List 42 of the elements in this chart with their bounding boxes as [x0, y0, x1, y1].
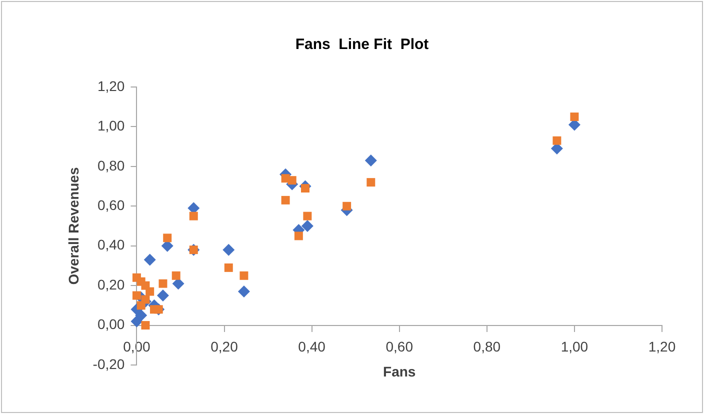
- point: [146, 287, 154, 296]
- point: [132, 291, 141, 300]
- y-tick-label: -0,20: [92, 356, 125, 372]
- y-tick-label: 0,80: [97, 157, 125, 174]
- x-axis-title: Fans: [383, 363, 416, 380]
- point: [172, 271, 180, 280]
- point: [301, 184, 310, 193]
- point: [301, 220, 314, 232]
- y-tick-label: 1,20: [97, 78, 125, 94]
- y-tick-label: 0,40: [97, 236, 125, 253]
- point: [281, 196, 290, 204]
- y-tick-label: 0,60: [97, 197, 125, 213]
- point: [364, 154, 377, 166]
- x-tick-label: 1,00: [560, 338, 588, 355]
- x-tick-label: 0,40: [298, 338, 326, 355]
- y-tick-label: 1,00: [97, 118, 125, 134]
- point: [224, 263, 233, 272]
- point: [288, 176, 296, 185]
- point: [222, 244, 235, 256]
- x-tick-label: 0,60: [386, 338, 414, 355]
- point: [238, 286, 250, 298]
- point: [189, 212, 198, 220]
- point: [303, 212, 312, 220]
- point: [141, 321, 150, 330]
- point: [240, 271, 248, 280]
- x-tick-label: 0,80: [473, 338, 501, 355]
- point: [144, 254, 156, 266]
- y-tick-label: 0,00: [97, 316, 125, 332]
- y-tick-label: 0,20: [97, 276, 125, 292]
- point: [141, 295, 150, 304]
- chart-title: Fans Line Fit Plot: [295, 36, 429, 54]
- point: [156, 290, 169, 302]
- x-tick-label: 1,20: [648, 338, 676, 355]
- point: [158, 279, 168, 288]
- point: [294, 232, 303, 240]
- point: [570, 112, 579, 122]
- y-axis-title: Overall Revenues: [65, 167, 82, 285]
- point: [552, 136, 562, 145]
- point: [163, 234, 172, 242]
- point: [366, 178, 376, 187]
- point: [342, 202, 352, 210]
- x-tick-label: 0,20: [210, 338, 238, 355]
